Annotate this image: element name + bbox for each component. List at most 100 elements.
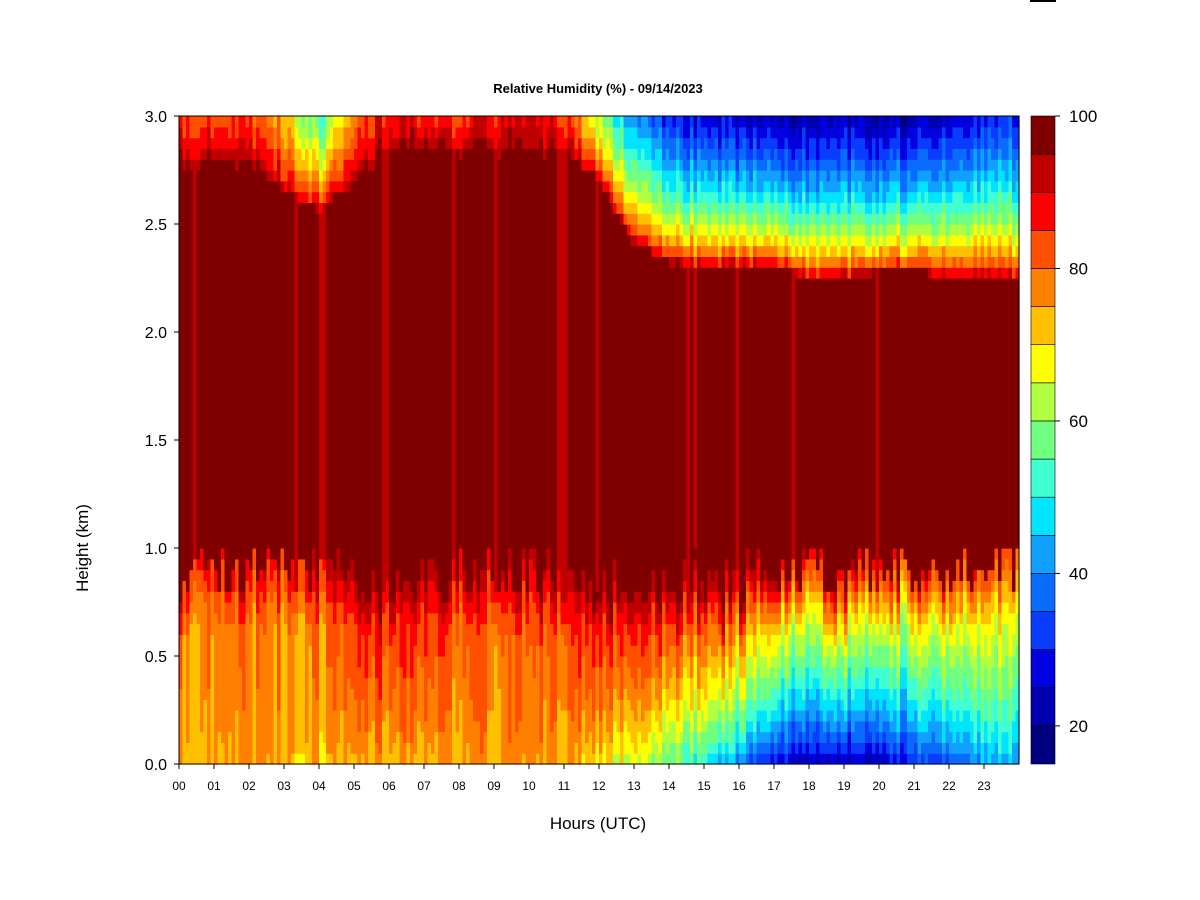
heatmap-cell	[357, 234, 362, 247]
heatmap-cell	[378, 666, 383, 679]
heatmap-cell	[280, 440, 285, 452]
heatmap-cell	[361, 699, 366, 711]
heatmap-cell	[235, 623, 240, 635]
heatmap-cell	[214, 407, 219, 419]
heatmap-cell	[312, 612, 317, 625]
heatmap-cell	[252, 364, 257, 376]
heatmap-cell	[445, 137, 450, 149]
heatmap-cell	[375, 569, 380, 581]
heatmap-cell	[319, 548, 324, 560]
heatmap-cell	[294, 429, 299, 441]
heatmap-cell	[217, 612, 222, 625]
heatmap-cell	[364, 548, 369, 560]
heatmap-cell	[259, 483, 264, 495]
heatmap-cell	[259, 299, 264, 311]
heatmap-cell	[221, 699, 226, 711]
heatmap-cell	[459, 364, 464, 376]
heatmap-cell	[452, 342, 457, 355]
heatmap-cell	[466, 342, 471, 355]
heatmap-cell	[438, 504, 443, 517]
heatmap-cell	[287, 537, 292, 549]
heatmap-cell	[441, 332, 446, 344]
heatmap-cell	[333, 591, 338, 603]
heatmap-cell	[193, 656, 198, 668]
heatmap-cell	[336, 386, 341, 398]
heatmap-cell	[259, 645, 264, 657]
heatmap-cell	[396, 321, 401, 333]
heatmap-cell	[182, 126, 187, 139]
heatmap-cell	[403, 450, 408, 463]
heatmap-cell	[354, 245, 359, 257]
heatmap-cell	[382, 234, 387, 247]
heatmap-cell	[403, 494, 408, 506]
heatmap-cell	[301, 569, 306, 581]
heatmap-cell	[469, 623, 474, 635]
heatmap-cell	[235, 278, 240, 290]
heatmap-cell	[343, 407, 348, 419]
heatmap-cell	[326, 180, 331, 193]
heatmap-cell	[340, 288, 345, 301]
heatmap-cell	[368, 699, 373, 711]
heatmap-cell	[266, 418, 271, 430]
heatmap-cell	[186, 537, 191, 549]
heatmap-cell	[452, 353, 457, 365]
heatmap-cell	[224, 483, 229, 495]
heatmap-cell	[217, 332, 222, 344]
heatmap-cell	[245, 278, 250, 290]
heatmap-cell	[375, 278, 380, 290]
heatmap-cell	[245, 720, 250, 733]
heatmap-cell	[354, 159, 359, 171]
heatmap-cell	[242, 645, 247, 657]
heatmap-cell	[193, 623, 198, 635]
heatmap-cell	[413, 148, 418, 160]
heatmap-cell	[238, 213, 243, 225]
heatmap-cell	[266, 375, 271, 387]
heatmap-cell	[245, 245, 250, 257]
heatmap-cell	[203, 245, 208, 257]
heatmap-cell	[424, 353, 429, 365]
heatmap-cell	[242, 159, 247, 171]
heatmap-cell	[256, 245, 261, 257]
heatmap-cell	[336, 710, 341, 722]
heatmap-cell	[462, 245, 467, 257]
heatmap-cell	[427, 170, 432, 182]
heatmap-cell	[319, 591, 324, 603]
heatmap-cell	[399, 558, 404, 571]
heatmap-cell	[238, 407, 243, 419]
heatmap-cell	[431, 699, 436, 711]
heatmap-cell	[182, 612, 187, 625]
heatmap-cell	[350, 191, 355, 203]
heatmap-cell	[333, 569, 338, 581]
heatmap-cell	[431, 418, 436, 430]
heatmap-cell	[410, 353, 415, 365]
heatmap-cell	[452, 278, 457, 290]
heatmap-cell	[221, 720, 226, 733]
heatmap-cell	[217, 245, 222, 257]
heatmap-cell	[368, 267, 373, 279]
heatmap-cell	[392, 591, 397, 603]
heatmap-cell	[270, 213, 275, 225]
heatmap-cell	[322, 580, 327, 592]
heatmap-cell	[434, 332, 439, 344]
heatmap-cell	[259, 170, 264, 182]
heatmap-cell	[196, 731, 201, 743]
heatmap-cell	[329, 623, 334, 635]
heatmap-cell	[266, 278, 271, 290]
heatmap-cell	[273, 191, 278, 203]
heatmap-cell	[287, 450, 292, 463]
heatmap-cell	[301, 267, 306, 279]
heatmap-cell	[392, 731, 397, 743]
heatmap-cell	[410, 580, 415, 592]
heatmap-cell	[329, 418, 334, 430]
heatmap-cell	[270, 418, 275, 430]
heatmap-cell	[322, 688, 327, 700]
heatmap-cell	[319, 224, 324, 236]
heatmap-cell	[410, 299, 415, 311]
heatmap-cell	[375, 342, 380, 355]
heatmap-cell	[315, 332, 320, 344]
heatmap-cell	[305, 569, 310, 581]
heatmap-cell	[399, 504, 404, 517]
heatmap-cell	[217, 407, 222, 419]
heatmap-cell	[343, 504, 348, 517]
heatmap-cell	[427, 753, 432, 765]
